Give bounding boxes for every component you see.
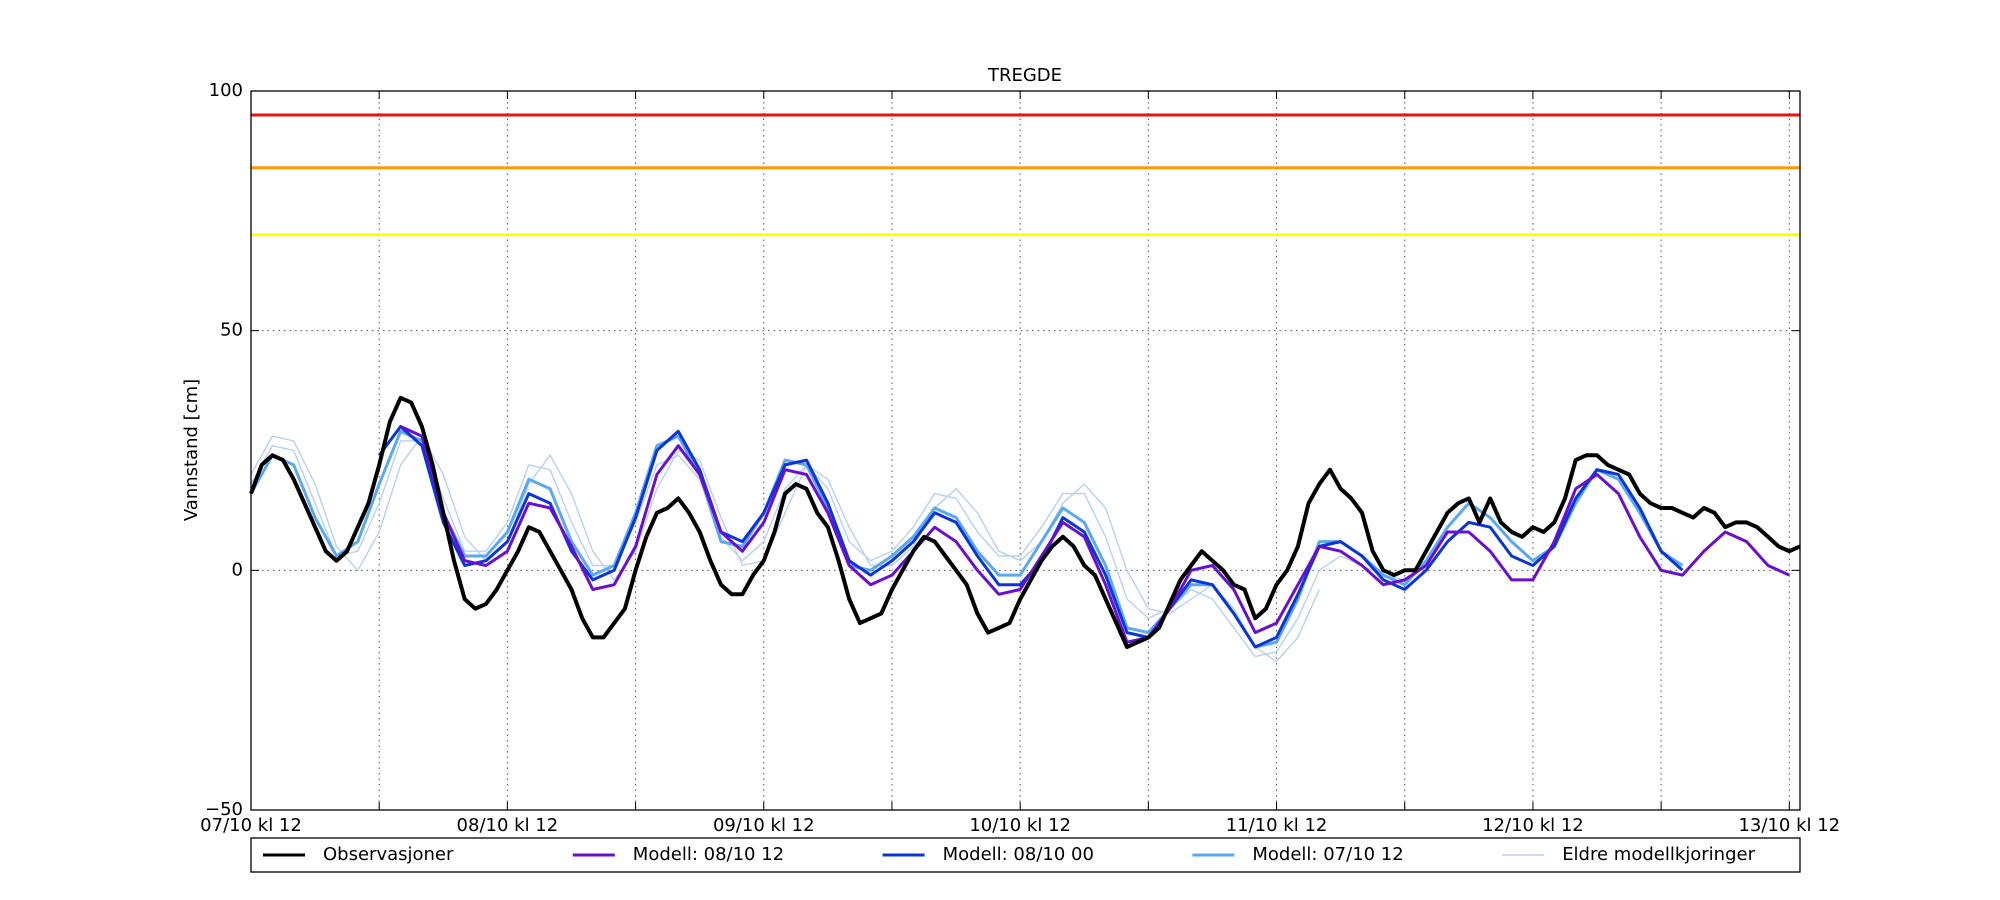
older-run-line [250, 440, 1405, 658]
chart-title: TREGDE [987, 65, 1062, 86]
y-axis-label: Vannstand [cm] [181, 379, 202, 521]
legend-label: Modell: 08/10 00 [943, 844, 1094, 865]
series-line [249, 395, 1801, 649]
y-tick-label: −50 [205, 799, 243, 820]
x-tick-label: 13/10 kl 12 [1738, 815, 1840, 836]
legend-label: Modell: 08/10 12 [633, 844, 784, 865]
series-line [249, 429, 1684, 649]
y-tick-label: 50 [220, 320, 243, 341]
x-tick-label: 11/10 kl 12 [1226, 815, 1328, 836]
x-tick-label: 12/10 kl 12 [1482, 815, 1584, 836]
y-tick-label: 0 [232, 559, 243, 580]
x-tick-label: 08/10 kl 12 [457, 815, 559, 836]
legend-box [250, 837, 1801, 873]
y-tick-label: 100 [209, 80, 243, 101]
x-tick-label: 07/10 kl 12 [200, 815, 302, 836]
series-line [399, 425, 1790, 644]
x-tick-label: 09/10 kl 12 [713, 815, 815, 836]
plot-frame [250, 90, 1801, 811]
legend-label: Modell: 07/10 12 [1252, 844, 1403, 865]
x-tick-label: 10/10 kl 12 [969, 815, 1071, 836]
legend-label: Observasjoner [323, 844, 454, 865]
legend-label: Eldre modellkjoringer [1562, 844, 1755, 865]
